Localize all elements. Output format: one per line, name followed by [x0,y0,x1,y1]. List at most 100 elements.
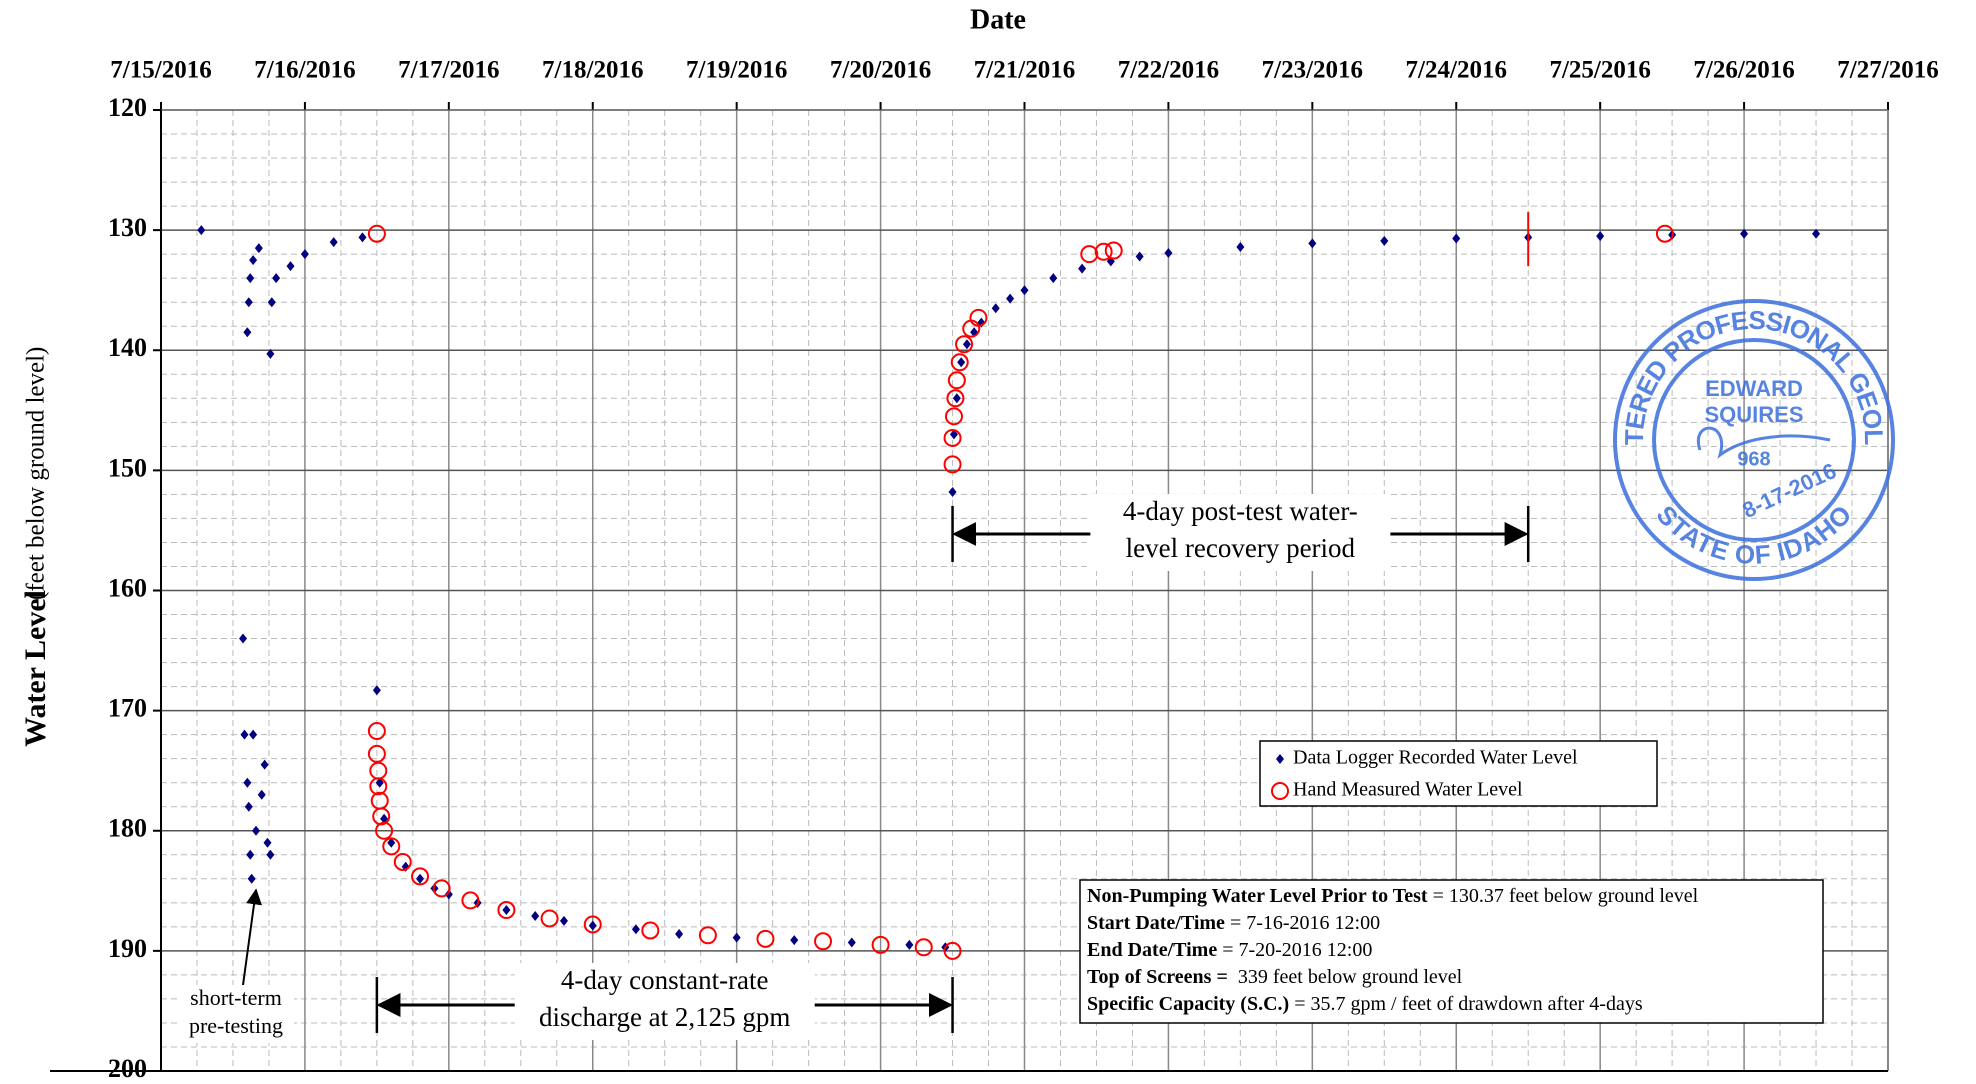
stamp-name: EDWARD [1705,376,1803,401]
logger-point [531,911,540,922]
hand-measurement [947,371,966,390]
hand-measurement [914,938,933,957]
logger-point [244,801,253,812]
hand-measurement [461,891,480,910]
logger-point [251,825,260,836]
info-label: Non-Pumping Water Level Prior to Test [1087,885,1428,907]
hand-measurement [369,777,388,796]
hand-measurement [367,224,386,243]
y-tick-label: 150 [108,453,147,482]
logger-point [197,225,206,236]
x-tick-label: 7/23/2016 [1262,57,1363,84]
y-axis-label: Water Level [19,590,52,747]
legend-symbol [1276,754,1284,764]
logger-point [387,837,396,848]
legend-label: Data Logger Recorded Water Level [1293,747,1578,769]
logger-point [905,939,914,950]
logger-point [246,849,255,860]
x-tick-label: 7/20/2016 [830,57,931,84]
logger-point [260,759,269,770]
hand-measurement [943,941,962,960]
annotation-text: 4-day post-test water- [1123,496,1358,526]
x-tick-label: 7/24/2016 [1406,57,1507,84]
info-value: = 130.37 feet below ground level [1428,885,1699,907]
logger-point [1308,238,1317,249]
logger-point [375,777,384,788]
stamp-number: 968 [1737,448,1770,470]
logger-point [416,873,425,884]
y-tick-label: 160 [108,573,147,602]
logger-point [1452,233,1461,244]
logger-point [732,932,741,943]
annotation-bg [178,985,294,1043]
logger-point [948,486,957,497]
stamp-signature [1696,426,1831,459]
info-line: End Date/Time = 7-20-2016 12:00 [1087,939,1372,961]
x-tick-label: 7/21/2016 [974,57,1075,84]
annotation-bg [514,963,815,1040]
x-tick-label: 7/15/2016 [110,57,211,84]
stamp-name: SQUIRES [1704,402,1803,427]
hand-measurement [698,926,717,945]
stamp: REGISTERED PROFESSIONAL GEOLOGIST STATE … [0,0,1895,581]
info-line: Top of Screens = 339 feet below ground l… [1087,966,1463,988]
y-tick-label: 120 [108,93,147,122]
hand-measurement [1094,242,1113,261]
stamp-ring [1652,338,1856,542]
hand-measurement [756,929,775,948]
annotation-text: pre-testing [189,1013,283,1038]
marks [197,224,1821,960]
hand-measurement [369,761,388,780]
x-tick-label: 7/18/2016 [542,57,643,84]
logger-point [249,255,258,266]
overlay: 4-day constant-rate discharge at 2,125 gp… [375,212,1824,1040]
logger-point [239,633,248,644]
hand-measurement [583,915,602,934]
annotation-text: discharge at 2,125 gpm [539,1002,790,1032]
x-tick-label: 7/27/2016 [1837,57,1938,84]
logger-point [957,357,966,368]
info-value: = 7-20-2016 12:00 [1217,939,1372,961]
info-line: Non-Pumping Water Level Prior to Test = … [1087,885,1699,907]
logger-point [257,789,266,800]
logger-point [1006,293,1015,304]
hand-measurement [393,852,412,871]
chart-title: Date [970,4,1026,35]
hand-measurement [540,909,559,928]
logger-point [1812,228,1821,239]
y-tick-label: 130 [108,213,147,242]
logger-point [588,920,597,931]
logger-point [272,273,281,284]
logger-point [675,929,684,940]
hand-measurement [382,837,401,856]
info-box: Non-Pumping Water Level Prior to Test = … [1079,879,1824,1024]
logger-point [1020,285,1029,296]
logger-point [300,249,309,260]
stamp-ring [1613,299,1895,581]
logger-point [267,297,276,308]
logger-point [246,273,255,284]
logger-point [790,935,799,946]
logger-point [247,873,256,884]
logger-point [1740,228,1749,239]
logger-point [559,915,568,926]
logger-point [847,937,856,948]
hand-measurement [871,935,890,954]
hand-measurement [943,428,962,447]
logger-point [244,297,253,308]
hand-measurement [1104,241,1123,260]
hand-measurement [411,867,430,886]
logger-point [263,837,272,848]
x-tick-label: 7/19/2016 [686,57,787,84]
annotation-text: level recovery period [1126,533,1356,563]
y-tick-label: 140 [108,333,147,362]
hand-measurement [375,821,394,840]
info-line: Specific Capacity (S.C.) = 35.7 gpm / fe… [1087,993,1643,1015]
y-tick-label: 200 [108,1054,147,1083]
info-box-frame [1079,879,1824,1024]
hand-measurement [944,407,963,426]
info-value: = 35.7 gpm / feet of drawdown after 4-da… [1289,993,1643,1015]
logger-point [1380,235,1389,246]
logger-point [240,729,249,740]
